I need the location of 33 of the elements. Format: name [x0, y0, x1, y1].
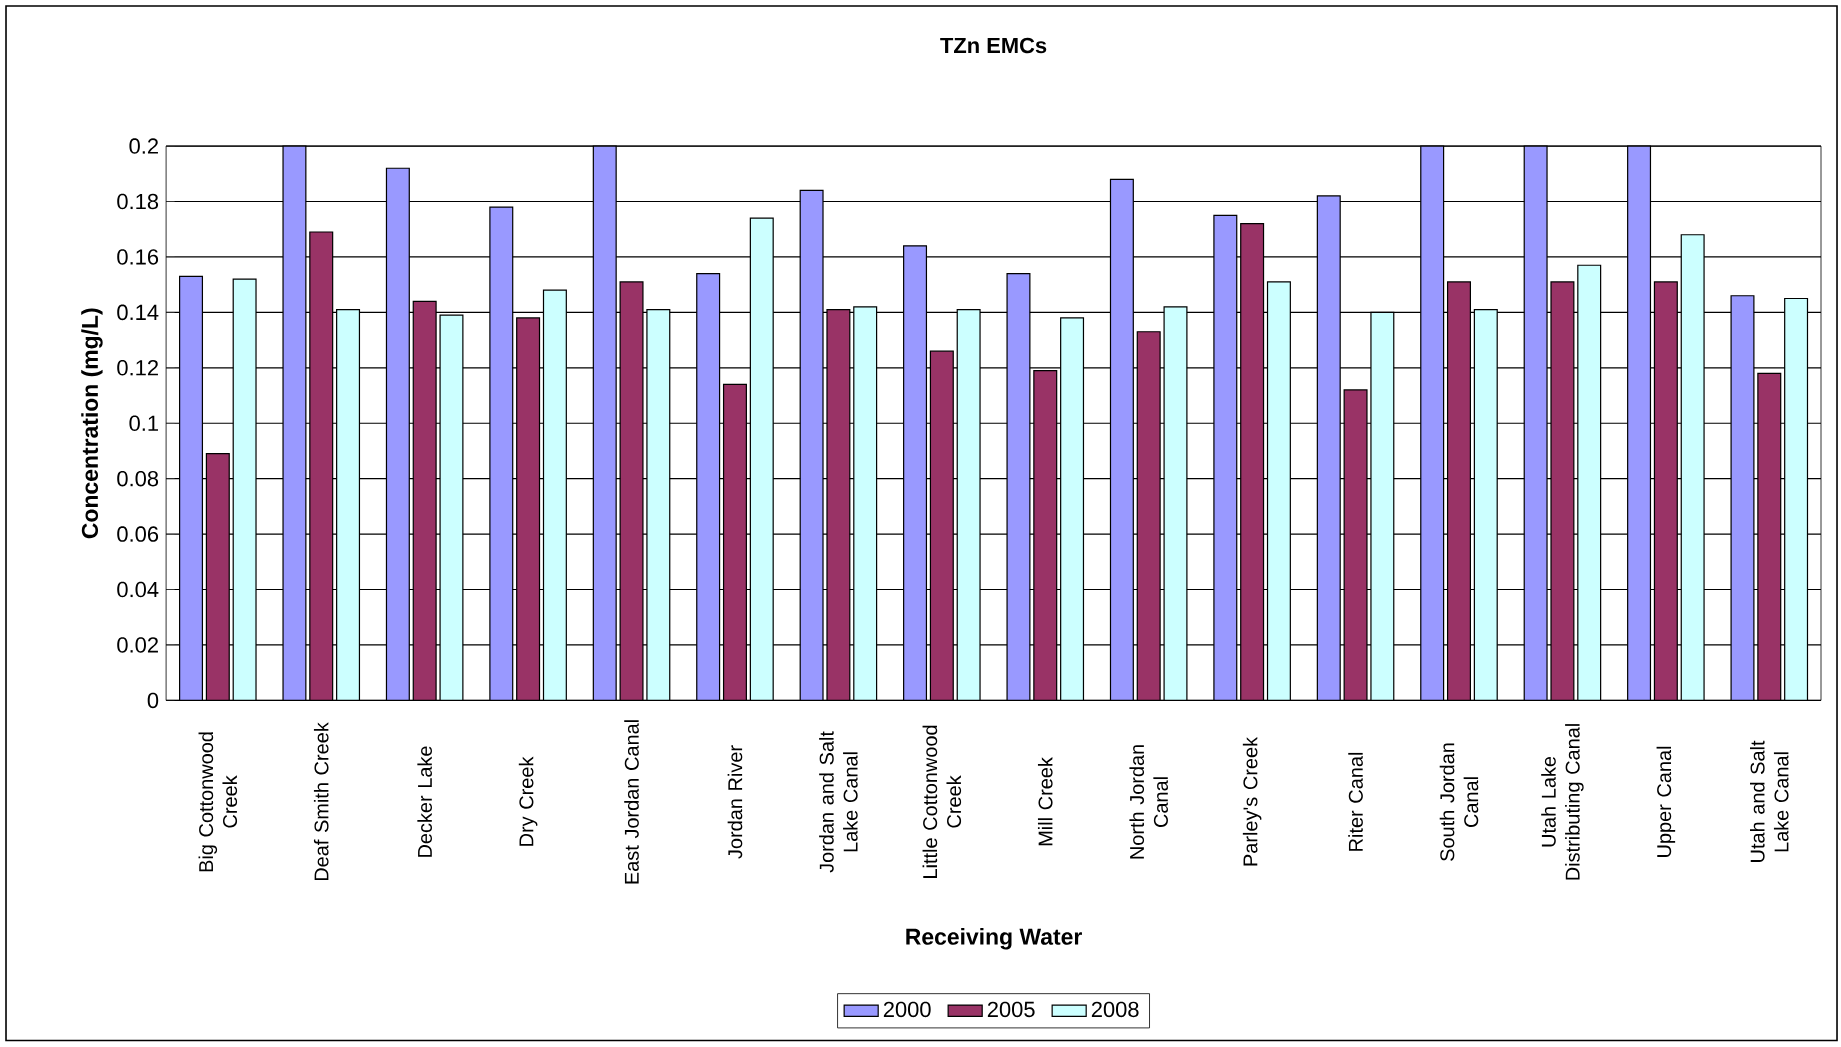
y-tick-label: 0.18: [117, 193, 159, 210]
y-tick-label: 0.1: [129, 415, 158, 432]
x-tick-label: Little Cottonwood Creek: [922, 725, 962, 879]
x-tick-label: Utah and Salt Lake Canal: [1750, 740, 1789, 863]
y-tick-label: 0: [147, 692, 159, 709]
y-tick-label: 0.02: [117, 637, 158, 653]
x-tick-label: Upper Canal: [1656, 747, 1676, 858]
x-tick-label: South Jordan Canal: [1439, 743, 1479, 862]
x-tick-label: Decker Lake: [417, 746, 432, 858]
y-tick-label: 0.12: [117, 360, 158, 376]
x-tick-label: Dry Creek: [518, 756, 538, 846]
x-tick-label: North Jordan Canal: [1129, 745, 1168, 859]
y-tick-label: 0.16: [117, 249, 159, 265]
x-tick-label: Parley's Creek: [1242, 737, 1262, 866]
y-tick-label: 0.08: [117, 471, 159, 487]
x-tick-label: Deaf Smith Creek: [313, 722, 329, 881]
x-tick-label: Riter Canal: [1348, 753, 1363, 851]
x-axis-title: Receiving Water: [906, 928, 1082, 950]
y-tick-label: 0.04: [117, 581, 159, 598]
legend-label: 2008: [1091, 1001, 1139, 1018]
y-tick-label: 0.06: [117, 526, 159, 543]
x-tick-label: Utah Lake Distributing Canal: [1541, 724, 1584, 880]
x-tick-label: Jordan River: [727, 745, 743, 859]
legend-label: 2000: [883, 1001, 931, 1018]
chart-title: TZn EMCs: [940, 37, 1047, 54]
y-axis-title: Concentration (mg/L): [81, 308, 103, 539]
x-tick-label: East Jordan Canal: [624, 720, 639, 884]
y-tick-label: 0.2: [129, 138, 158, 155]
x-tick-label: Big Cottonwood Creek: [198, 732, 238, 872]
y-tick-label: 0.14: [117, 304, 159, 321]
legend-label: 2005: [987, 1001, 1035, 1018]
x-tick-label: Mill Creek: [1037, 757, 1053, 846]
x-tick-label: Jordan and Salt Lake Canal: [819, 731, 858, 873]
